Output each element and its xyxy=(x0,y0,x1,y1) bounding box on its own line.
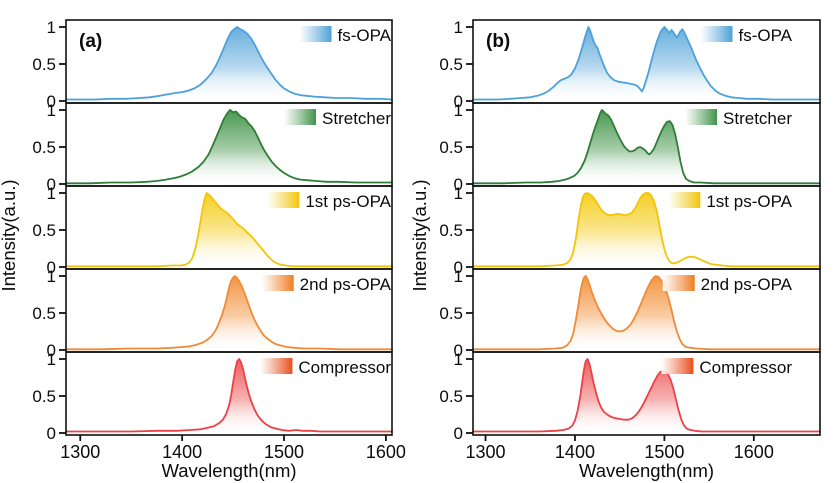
panel-b-letter: (b) xyxy=(486,31,510,52)
panel-a-compressor-frame xyxy=(65,351,393,436)
ps-opa-1-legend-swatch xyxy=(267,192,300,208)
panel-a-xtick-label: 1400 xyxy=(162,442,202,462)
panel-a-letter: (a) xyxy=(79,31,102,52)
panel-b: 1 0.5 0 fs-OPA (b) 1 0.5 0 Stretcher 1 0.5 0 1st ps-… xyxy=(409,18,821,481)
panel-a-ps-opa-1-area xyxy=(66,193,392,267)
panel-a: 1 0.5 0 fs-OPA (a) 1 0.5 0 Stretcher 1 0.5 0 1st ps-… xyxy=(0,18,406,481)
panel-b-fs-opa-area xyxy=(473,27,820,101)
fs-opa-legend-swatch xyxy=(299,26,332,42)
panel-b-ytick-label: 0 xyxy=(454,92,463,111)
panel-a-ytick-label: 0.5 xyxy=(32,55,56,74)
panel-a-stretcher-area xyxy=(66,110,392,184)
ps-opa-2-legend-label: 2nd ps-OPA xyxy=(300,275,392,294)
panel-a-ps-opa-2-line xyxy=(65,275,393,351)
panel-a-compressor-area xyxy=(66,359,392,433)
panel-b-ps-opa-1-line xyxy=(472,192,821,268)
ps-opa-2-legend-label: 2nd ps-OPA xyxy=(701,275,793,294)
panel-a-ytick-label: 0.5 xyxy=(32,304,56,323)
compressor-legend-swatch xyxy=(260,358,293,374)
compressor-legend-label: Compressor xyxy=(298,358,391,377)
panel-b-ytick-label: 0.5 xyxy=(439,138,463,157)
ps-opa-2-legend-swatch xyxy=(662,275,695,291)
panel-a-ytick-label: 0.5 xyxy=(32,387,56,406)
ps-opa-1-legend-swatch xyxy=(668,192,701,208)
panel-a-y-axis-label: Intensity(a.u.) xyxy=(0,179,19,291)
panel-b-xtick-label: 1600 xyxy=(734,442,774,462)
panel-b-ytick-label: 1 xyxy=(454,350,463,369)
panel-a-fs-opa-area xyxy=(66,27,392,101)
panel-a-ps-opa-1-line xyxy=(65,192,393,268)
panel-b-y-axis-label: Intensity(a.u.) xyxy=(409,179,430,291)
panel-b-ps-opa-2-area xyxy=(473,276,820,350)
panel-b-compressor-area xyxy=(473,359,820,433)
panel-b-ytick-label: 1 xyxy=(454,101,463,120)
panel-b-xtick-label: 1400 xyxy=(555,442,595,462)
panel-b-ytick-label: 1 xyxy=(454,184,463,203)
stretcher-legend-swatch xyxy=(685,109,717,125)
panel-a-ytick-label: 0.5 xyxy=(32,138,56,157)
panel-a-ytick-label: 1 xyxy=(47,101,56,120)
panel-b-ytick-label: 0 xyxy=(454,424,463,443)
panel-b-stretcher-area xyxy=(473,110,820,184)
ps-opa-1-legend-label: 1st ps-OPA xyxy=(706,192,792,211)
panel-a-ytick-label: 1 xyxy=(47,267,56,286)
panel-b-fs-opa-line xyxy=(472,26,821,101)
panel-b-ps-opa-2-line xyxy=(472,275,821,351)
panel-b-xtick-label: 1300 xyxy=(465,442,505,462)
panel-a-ytick-label: 0 xyxy=(47,258,56,277)
panel-a-ytick-label: 0 xyxy=(47,341,56,360)
panel-a-xtick-label: 1600 xyxy=(366,442,406,462)
panel-b-xtick-label: 1500 xyxy=(644,442,684,462)
fs-opa-legend-label: fs-OPA xyxy=(738,26,792,45)
panel-a-ytick-label: 1 xyxy=(47,18,56,37)
stretcher-legend-label: Stretcher xyxy=(322,109,391,128)
panel-a-stretcher-line xyxy=(65,109,393,185)
fs-opa-legend-swatch xyxy=(700,26,733,42)
panel-a-ytick-label: 0 xyxy=(47,175,56,194)
panel-b-stretcher-line xyxy=(472,109,821,185)
panel-b-ytick-label: 1 xyxy=(454,267,463,286)
panel-a-ytick-label: 0.5 xyxy=(32,221,56,240)
panel-a-xtick-label: 1300 xyxy=(60,442,100,462)
panel-b-ytick-label: 0 xyxy=(454,175,463,194)
panel-b-ytick-label: 0.5 xyxy=(439,304,463,323)
panel-b-ps-opa-1-area xyxy=(473,193,820,267)
compressor-legend-label: Compressor xyxy=(699,358,792,377)
ps-opa-2-legend-swatch xyxy=(261,275,294,291)
panel-a-fs-opa-line xyxy=(65,26,393,101)
panel-a-ytick-label: 0 xyxy=(47,424,56,443)
panel-b-ytick-label: 0.5 xyxy=(439,55,463,74)
panel-a-xtick-label: 1500 xyxy=(264,442,304,462)
panel-a-ytick-label: 1 xyxy=(47,350,56,369)
panel-b-ytick-label: 0 xyxy=(454,341,463,360)
panel-a-ytick-label: 0 xyxy=(47,92,56,111)
panel-b-ytick-label: 0.5 xyxy=(439,221,463,240)
panel-b-ytick-label: 1 xyxy=(454,18,463,37)
panel-b-compressor-frame xyxy=(472,351,821,436)
panel-b-ytick-label: 0 xyxy=(454,258,463,277)
panel-b-ytick-label: 0.5 xyxy=(439,387,463,406)
ps-opa-1-legend-label: 1st ps-OPA xyxy=(305,192,391,211)
panel-a-x-axis-label: Wavelength(nm) xyxy=(161,460,296,481)
panel-a-compressor-line xyxy=(65,358,393,433)
panel-a-ps-opa-2-area xyxy=(66,276,392,350)
panel-b-compressor-line xyxy=(472,358,821,433)
compressor-legend-swatch xyxy=(661,358,694,374)
panel-a-ytick-label: 1 xyxy=(47,184,56,203)
fs-opa-legend-label: fs-OPA xyxy=(337,26,391,45)
panel-b-x-axis-label: Wavelength(nm) xyxy=(579,460,714,481)
stretcher-legend-swatch xyxy=(284,109,316,125)
stretcher-legend-label: Stretcher xyxy=(723,109,792,128)
